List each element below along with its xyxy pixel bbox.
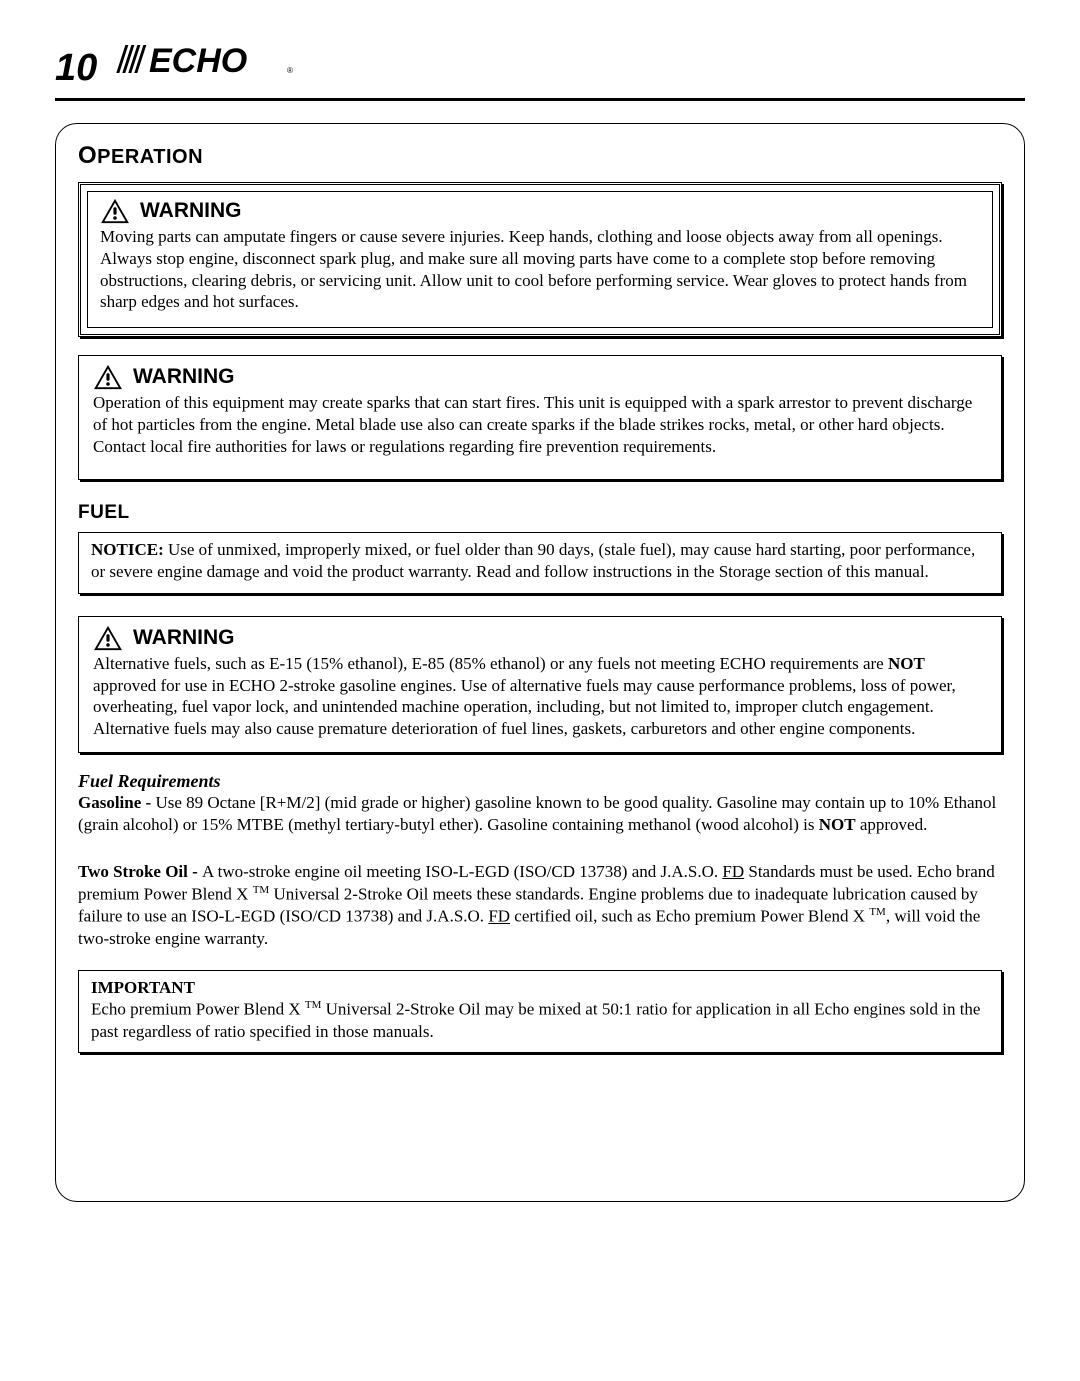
header-rule (55, 98, 1025, 101)
two-stroke-oil-paragraph: Two Stroke Oil - A two-stroke engine oil… (78, 861, 1002, 949)
important-text: Echo premium Power Blend X TM Universal … (91, 998, 989, 1042)
warning-label: WARNING (140, 199, 242, 223)
text-pre: Alternative fuels, such as E-15 (15% eth… (93, 654, 888, 673)
warning-box-moving-parts: WARNING Moving parts can amputate finger… (78, 182, 1002, 337)
gas-text-post: approved. (856, 815, 928, 834)
tm-icon: TM (869, 906, 886, 918)
imp-t1: Echo premium Power Blend X (91, 1000, 305, 1019)
warning-header: WARNING (100, 198, 980, 224)
fuel-requirements-title: Fuel Requirements (78, 771, 1002, 792)
warning-header: WARNING (93, 364, 987, 390)
warning-label: WARNING (133, 626, 235, 650)
warning-header: WARNING (93, 625, 987, 651)
title-rest: PERATION (97, 146, 203, 168)
subheading-fuel: FUEL (78, 502, 1002, 524)
echo-logo: ECHO ® (109, 40, 299, 80)
tm-icon: TM (305, 999, 322, 1011)
content-frame: OPERATION WARNING Moving parts can amput… (55, 123, 1025, 1202)
oil-fd1: FD (722, 862, 744, 881)
gas-not: NOT (819, 815, 856, 834)
warning-box-alt-fuels: WARNING Alternative fuels, such as E-15 … (78, 616, 1002, 753)
page-number: 10 (55, 47, 97, 90)
gasoline-paragraph: Gasoline - Use 89 Octane [R+M/2] (mid gr… (78, 792, 1002, 836)
notice-label: NOTICE: (91, 540, 164, 559)
title-bigcap: O (78, 142, 97, 169)
svg-text:®: ® (287, 66, 293, 75)
notice-text: Use of unmixed, improperly mixed, or fue… (91, 540, 975, 581)
brand-text: ECHO (149, 42, 247, 80)
oil-t4: certified oil, such as Echo premium Powe… (510, 907, 869, 926)
important-box: IMPORTANT Echo premium Power Blend X TM … (78, 970, 1002, 1054)
notice-box-fuel: NOTICE: Use of unmixed, improperly mixed… (78, 532, 1002, 594)
warning-triangle-icon (100, 198, 130, 224)
warning-triangle-icon (93, 364, 123, 390)
important-label: IMPORTANT (91, 977, 989, 999)
oil-t1: A two-stroke engine oil meeting ISO-L-EG… (202, 862, 722, 881)
text-post: approved for use in ECHO 2-stroke gasoli… (93, 676, 956, 739)
oil-fd2: FD (488, 907, 510, 926)
oil-label: Two Stroke Oil - (78, 862, 202, 881)
warning-box-sparks: WARNING Operation of this equipment may … (78, 355, 1002, 480)
warning-text: Alternative fuels, such as E-15 (15% eth… (93, 653, 987, 740)
page-header: 10 ECHO ® (55, 40, 1025, 90)
warning-triangle-icon (93, 625, 123, 651)
not-bold: NOT (888, 654, 925, 673)
warning-text: Moving parts can amputate fingers or cau… (100, 226, 980, 313)
gas-label: Gasoline - (78, 793, 155, 812)
warning-label: WARNING (133, 365, 235, 389)
section-title-operation: OPERATION (78, 142, 1002, 170)
tm-icon: TM (253, 884, 270, 896)
warning-text: Operation of this equipment may create s… (93, 392, 987, 457)
